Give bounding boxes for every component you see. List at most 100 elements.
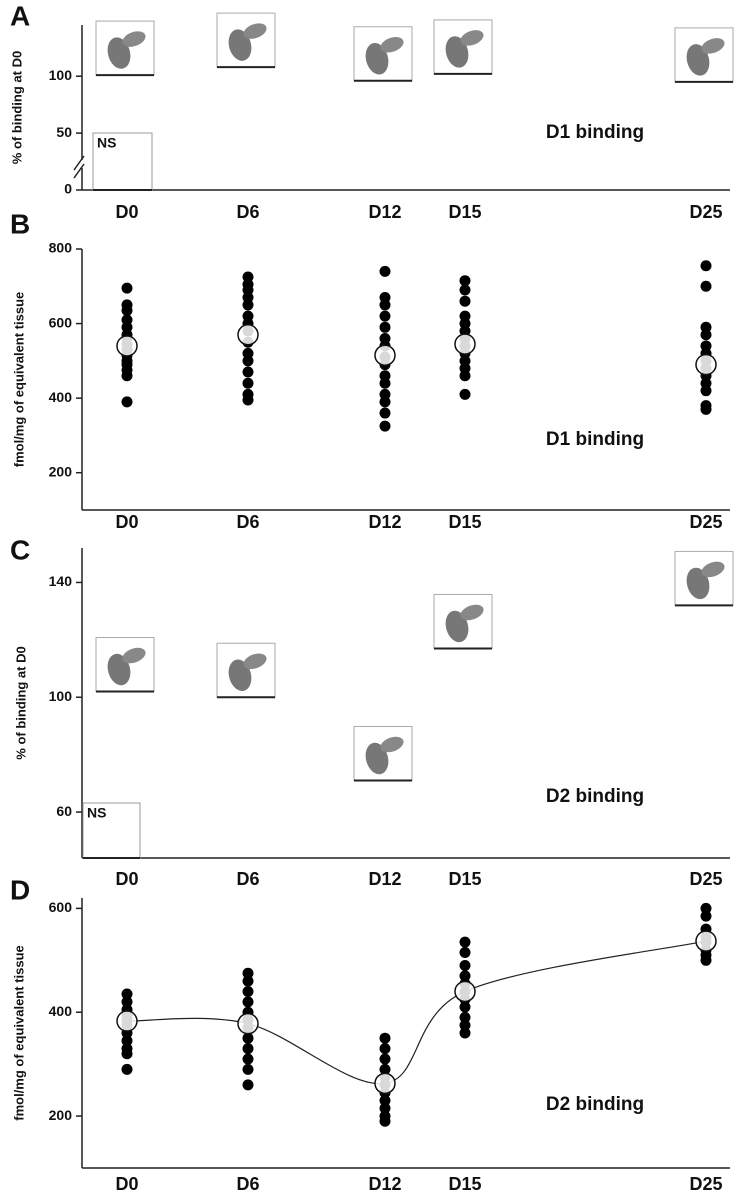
data-point [242,967,254,979]
x-tick-label: D0 [115,1174,138,1194]
x-tick-label: D15 [448,869,481,889]
y-tick-label: 600 [49,314,73,330]
data-point [242,377,254,389]
data-point [700,902,712,914]
axis-break [74,160,90,168]
annotation: D2 binding [546,1094,644,1115]
data-point [379,310,391,322]
data-point [379,1095,391,1106]
data-point [459,284,471,296]
x-tick-label: D25 [689,1174,722,1194]
autoradiograph [674,27,734,83]
data-point [379,1043,391,1055]
data-point [121,988,133,1000]
data-point [379,407,391,419]
data-point [459,1001,471,1013]
data-point [121,305,133,317]
mean-line [126,940,707,1085]
tissue [460,604,484,621]
autoradiograph [216,642,276,699]
data-point [459,936,471,948]
y-tick-label: 140 [49,573,73,589]
x-tick-label: D6 [236,1174,259,1194]
data-point [700,385,712,397]
data-point [121,1048,133,1060]
panel-letter: B [10,208,30,239]
data-point [459,960,471,971]
data-point [121,1063,133,1075]
annotation: D2 binding [546,786,644,807]
ns-label: NS [87,805,106,821]
autoradiograph [433,593,493,650]
y-tick-label: 60 [56,803,72,819]
data-point [379,420,391,432]
panel-letter: A [10,0,30,31]
data-point [700,260,712,272]
data-point [242,1032,254,1044]
data-point [459,947,471,959]
mean-marker [695,930,717,952]
data-point [379,299,391,311]
data-point [242,1053,254,1065]
tissue [701,561,725,578]
mean-marker [116,1010,138,1032]
data-point [459,275,471,287]
annotation: D1 binding [546,122,644,143]
tissue [380,736,404,753]
data-point [121,370,133,382]
data-point [700,329,712,341]
data-point [121,396,133,408]
tissue [243,23,267,39]
data-point [242,1043,254,1055]
x-tick-label: D6 [236,512,259,532]
data-point [121,1035,133,1047]
axis-break [73,163,85,179]
y-tick-label: 800 [49,240,73,256]
autoradiograph [353,26,413,82]
autoradiograph [353,726,413,782]
data-point [379,377,391,389]
y-tick-label: 600 [49,899,73,915]
tissue [701,38,725,54]
data-point [700,403,712,415]
y-tick-label: 50 [56,124,72,140]
data-point [242,366,254,378]
tissue [122,647,146,664]
y-tick-label: 200 [49,463,73,479]
x-tick-label: D15 [448,512,481,532]
x-tick-label: D12 [368,512,401,532]
x-tick-label: D12 [368,1174,401,1194]
ns-label: NS [97,135,116,151]
y-axis-label: % of binding at D0 [13,646,28,759]
x-tick-label: D0 [115,512,138,532]
data-point [242,1063,254,1075]
y-tick-label: 400 [49,389,73,405]
data-point [242,394,254,406]
y-tick-label: 100 [49,688,73,704]
y-tick-label: 0 [64,181,72,197]
panel-letter: D [10,874,30,905]
autoradiograph [95,637,155,693]
data-point [459,1019,471,1031]
data-point [121,282,133,294]
x-tick-label: D6 [236,869,259,889]
data-point [242,975,254,987]
data-point [459,1011,471,1023]
data-point [700,910,712,922]
data-point [379,396,391,408]
data-point [242,1079,254,1091]
data-point [700,280,712,292]
data-point [379,321,391,333]
data-point [121,996,133,1008]
x-tick-label: D25 [689,202,722,222]
autoradiograph [433,19,493,75]
data-point [379,1102,391,1114]
tissue [122,31,146,47]
mean-marker [237,1012,259,1035]
data-point [379,1053,391,1065]
data-point [379,1032,391,1044]
y-axis-label: % of binding at D0 [9,51,24,164]
mean-marker [454,980,476,1003]
y-tick-label: 400 [49,1003,73,1019]
